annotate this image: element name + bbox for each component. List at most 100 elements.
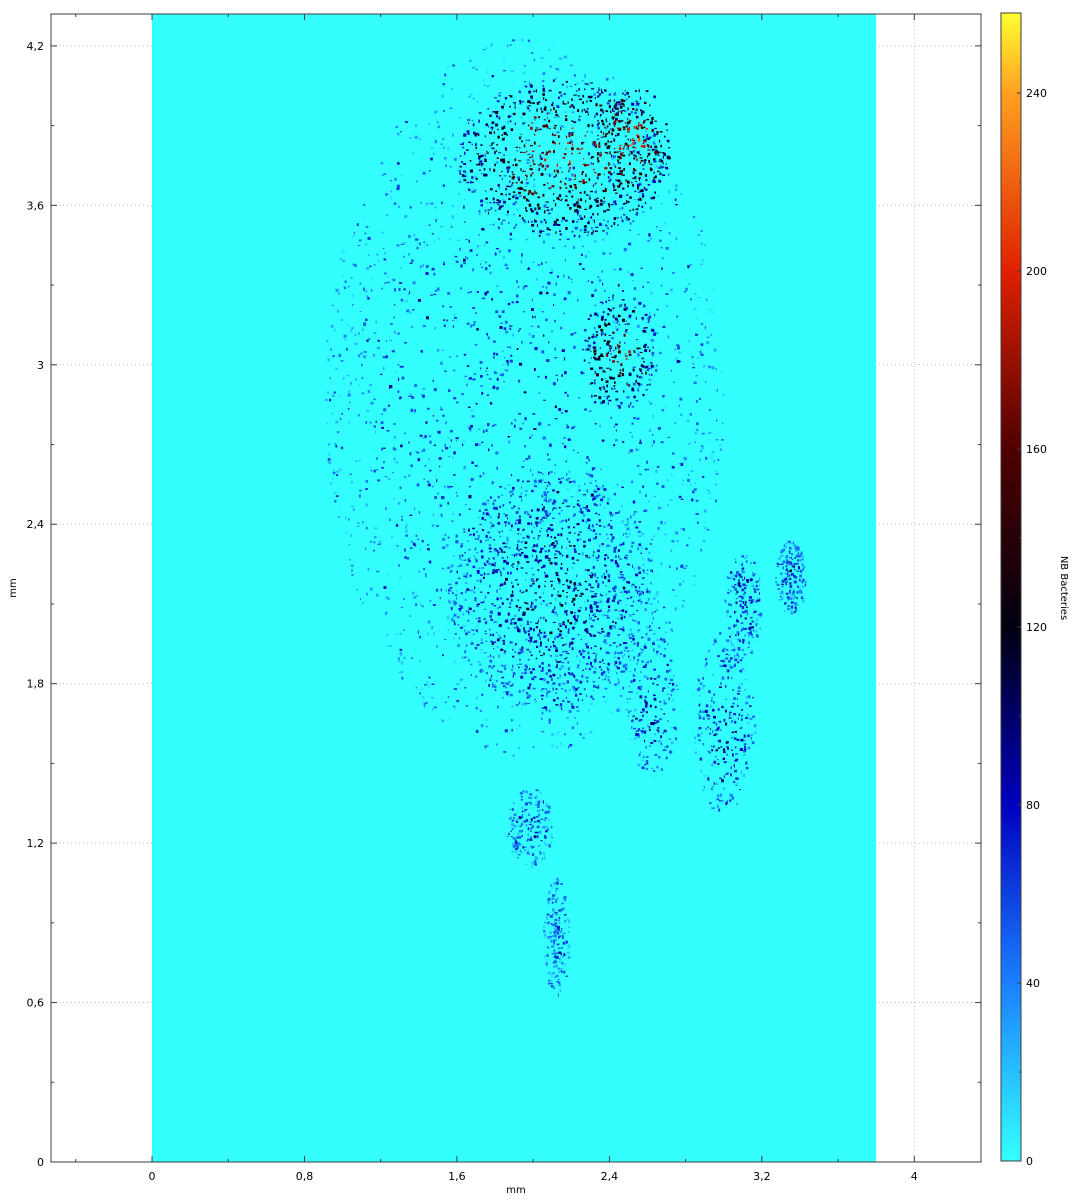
heatmap-cell: [481, 693, 484, 696]
heatmap-cell: [590, 474, 594, 478]
heatmap-cell: [514, 103, 516, 105]
heatmap-cell: [550, 530, 553, 532]
heatmap-cell: [554, 221, 557, 224]
heatmap-cell: [596, 487, 600, 491]
heatmap-cell: [661, 267, 663, 270]
heatmap-cell: [531, 154, 533, 158]
heatmap-cell: [589, 608, 593, 611]
heatmap-cell: [576, 721, 579, 725]
heatmap-cell: [596, 494, 599, 498]
heatmap-cell: [542, 679, 546, 681]
heatmap-cell: [606, 615, 609, 617]
heatmap-cell: [399, 648, 403, 651]
heatmap-cell: [670, 549, 672, 552]
heatmap-cell: [559, 654, 563, 657]
heatmap-cell: [570, 641, 574, 645]
heatmap-cell: [626, 581, 630, 584]
heatmap-cell: [549, 631, 553, 635]
heatmap-cell: [409, 547, 413, 549]
heatmap-cell: [660, 441, 664, 443]
heatmap-cell: [520, 133, 522, 135]
heatmap-cell: [601, 386, 604, 388]
heatmap-cell: [560, 326, 563, 330]
heatmap-cell: [572, 597, 576, 601]
heatmap-cell: [538, 665, 542, 668]
heatmap-cell: [585, 462, 588, 464]
heatmap-cell: [525, 556, 529, 559]
heatmap-cell: [569, 160, 571, 164]
heatmap-cell: [484, 621, 488, 625]
heatmap-cell: [383, 447, 386, 449]
heatmap-cell: [561, 477, 565, 479]
heatmap-cell: [642, 142, 645, 144]
heatmap-cell: [585, 620, 587, 622]
heatmap-cell: [536, 508, 540, 512]
heatmap-cell: [363, 351, 367, 353]
heatmap-cell: [443, 324, 446, 327]
heatmap-cell: [594, 491, 598, 493]
heatmap-cell: [632, 513, 635, 516]
heatmap-cell: [649, 114, 651, 117]
heatmap-cell: [468, 96, 471, 98]
heatmap-cell: [607, 171, 611, 174]
heatmap-cell: [647, 557, 650, 561]
heatmap-cell: [355, 460, 357, 462]
heatmap-cell: [428, 685, 430, 688]
heatmap-cell: [624, 323, 627, 325]
heatmap-cell: [512, 655, 515, 658]
heatmap-cell: [572, 245, 575, 250]
heatmap-cell: [712, 451, 715, 453]
heatmap-cell: [566, 488, 569, 490]
heatmap-cell: [600, 672, 604, 676]
heatmap-cell: [593, 550, 595, 554]
heatmap-cell: [594, 230, 598, 232]
heatmap-cell: [706, 341, 710, 345]
heatmap-cell: [528, 267, 530, 269]
heatmap-cell: [621, 102, 624, 106]
heatmap-cell: [715, 499, 717, 503]
heatmap-cell: [600, 614, 604, 617]
heatmap-cell: [588, 656, 590, 660]
heatmap-cell: [370, 469, 373, 472]
heatmap-cell: [494, 564, 496, 567]
heatmap-cell: [571, 127, 574, 129]
heatmap-cell: [580, 198, 582, 200]
heatmap-cell: [608, 590, 611, 593]
heatmap-cell: [427, 632, 429, 635]
heatmap-cell: [705, 456, 708, 460]
heatmap-cell: [584, 483, 586, 485]
heatmap-cell: [578, 180, 582, 183]
heatmap-cell: [484, 209, 487, 213]
heatmap-cell: [491, 523, 495, 525]
heatmap-cell: [627, 323, 630, 325]
heatmap-cell: [655, 134, 658, 136]
heatmap-cell: [368, 253, 370, 256]
heatmap-cell: [585, 173, 587, 177]
heatmap-cell: [467, 574, 469, 578]
heatmap-cell: [595, 226, 599, 228]
heatmap-cell: [602, 495, 606, 499]
heatmap-cell: [643, 121, 645, 124]
heatmap-cell: [641, 766, 645, 770]
heatmap-cell: [355, 378, 357, 381]
heatmap-cell: [571, 726, 574, 730]
heatmap-cell: [404, 548, 406, 552]
heatmap-cell: [631, 649, 634, 652]
heatmap-cell: [663, 702, 667, 705]
heatmap-cell: [679, 528, 683, 530]
heatmap-cell: [545, 499, 548, 501]
heatmap-cell: [335, 288, 339, 292]
heatmap-cell: [405, 300, 409, 302]
heatmap-cell: [378, 540, 382, 543]
heatmap-cell: [536, 203, 540, 207]
heatmap-cell: [641, 694, 642, 698]
heatmap-cell: [375, 320, 377, 324]
heatmap-cell: [653, 722, 655, 724]
heatmap-cell: [565, 696, 568, 699]
heatmap-cell: [545, 603, 549, 607]
heatmap-cell: [588, 538, 591, 542]
heatmap-cell: [626, 122, 629, 124]
heatmap-cell: [548, 187, 550, 189]
heatmap-cell: [542, 124, 546, 128]
heatmap-cell: [634, 620, 637, 622]
